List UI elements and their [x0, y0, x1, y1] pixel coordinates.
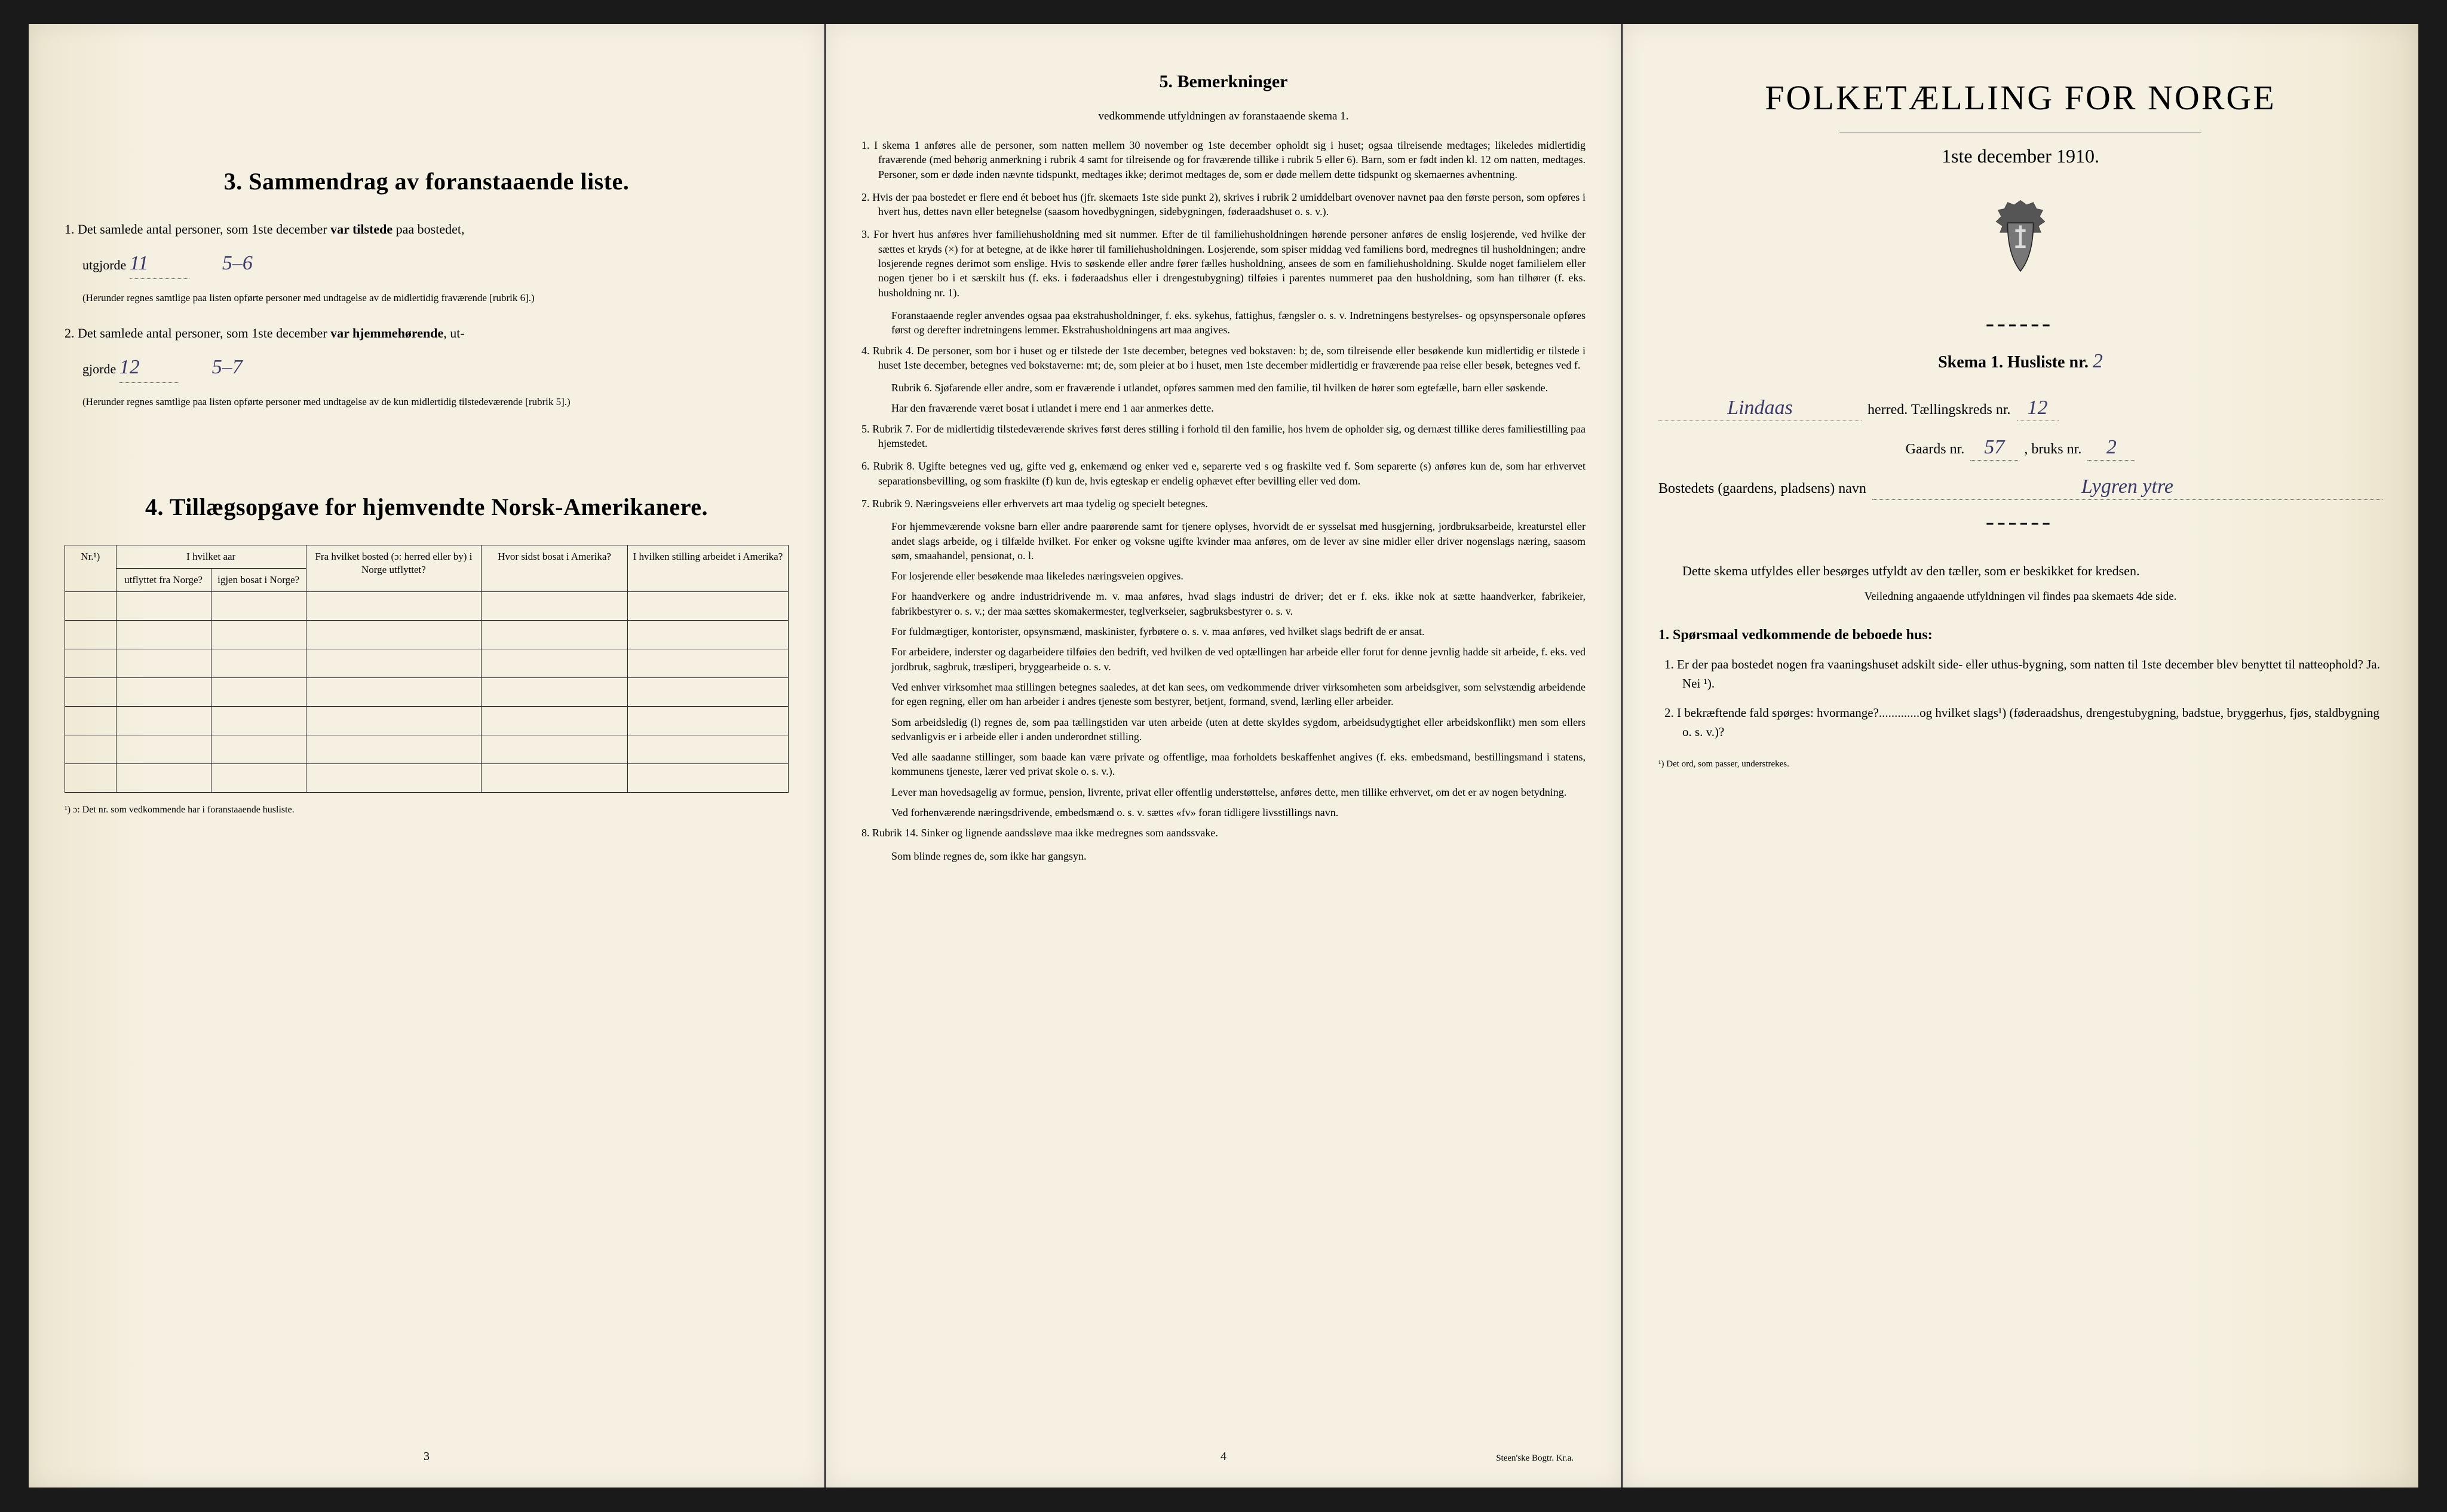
coat-of-arms-icon — [1658, 197, 2382, 284]
rule-5: 5. Rubrik 7. For de midlertidig tilstede… — [861, 422, 1586, 451]
rule-4: 4. Rubrik 4. De personer, som bor i huse… — [861, 344, 1586, 373]
paren-2: (Herunder regnes samtlige paa listen opf… — [65, 395, 789, 409]
rule-7b: For losjerende eller besøkende maa likel… — [861, 569, 1586, 583]
table-row — [65, 706, 789, 735]
ornament: ━━━━━━ — [1658, 320, 2382, 332]
table-footnote: ¹) ɔ: Det nr. som vedkommende har i fora… — [65, 805, 789, 815]
handwritten-range-2: 5–7 — [212, 356, 243, 378]
table-body — [65, 591, 789, 792]
table-row — [65, 763, 789, 792]
rule-3b: Foranstaaende regler anvendes ogsaa paa … — [861, 308, 1586, 338]
section-5-subtitle: vedkommende utfyldningen av foranstaaend… — [861, 110, 1586, 123]
skema-line: Skema 1. Husliste nr. 2 — [1658, 350, 2382, 373]
page-1-cover: FOLKETÆLLING FOR NORGE 1ste december 191… — [1623, 24, 2418, 1488]
handwritten-kreds: 12 — [2017, 397, 2059, 421]
section-3-title: 3. Sammendrag av foranstaaende liste. — [65, 167, 789, 195]
rule-7g: Som arbeidsledig (l) regnes de, som paa … — [861, 715, 1586, 744]
rule-6: 6. Rubrik 8. Ugifte betegnes ved ug, gif… — [861, 459, 1586, 488]
table-row — [65, 735, 789, 763]
page-4-remarks: 5. Bemerkninger vedkommende utfyldningen… — [826, 24, 1621, 1488]
th-utflyttet: utflyttet fra Norge? — [116, 568, 211, 591]
question-2: 2. I bekræftende fald spørges: hvormange… — [1658, 704, 2382, 741]
handwritten-gaards: 57 — [1970, 436, 2018, 461]
herred-line: Lindaas herred. Tællingskreds nr. 12 — [1658, 397, 2382, 421]
census-main-title: FOLKETÆLLING FOR NORGE — [1658, 78, 2382, 118]
census-date: 1ste december 1910. — [1658, 145, 2382, 167]
gjorde-2: gjorde 12 5–7 — [65, 352, 789, 383]
handwritten-count-1: 11 — [130, 248, 189, 279]
rule-8b: Som blinde regnes de, som ikke har gangs… — [861, 849, 1586, 863]
rule-3: 3. For hvert hus anføres hver familiehus… — [861, 227, 1586, 299]
handwritten-bosted: Lygren ytre — [1872, 476, 2382, 500]
th-aar: I hvilket aar — [116, 545, 306, 568]
rule-1: 1. I skema 1 anføres alle de personer, s… — [861, 138, 1586, 182]
utgjorde-1: utgjorde 11 5–6 — [65, 248, 789, 279]
census-document: 3. Sammendrag av foranstaaende liste. 1.… — [29, 24, 2418, 1488]
th-stilling: I hvilken stilling arbeidet i Amerika? — [627, 545, 788, 591]
gaards-line: Gaards nr. 57 , bruks nr. 2 — [1658, 436, 2382, 461]
rule-7a: For hjemmeværende voksne barn eller andr… — [861, 519, 1586, 563]
table-row — [65, 591, 789, 620]
section-5-title: 5. Bemerkninger — [861, 72, 1586, 92]
th-bosted: Fra hvilket bosted (ɔ: herred eller by) … — [306, 545, 482, 591]
rule-7j: Ved forhenværende næringsdrivende, embed… — [861, 805, 1586, 820]
rule-4b: Rubrik 6. Sjøfarende eller andre, som er… — [861, 381, 1586, 395]
item-2: 2. Det samlede antal personer, som 1ste … — [65, 323, 789, 343]
question-1: 1. Er der paa bostedet nogen fra vaaning… — [1658, 655, 2382, 693]
rule-4c: Har den fraværende været bosat i utlande… — [861, 401, 1586, 415]
table-row — [65, 677, 789, 706]
question-heading: 1. Spørsmaal vedkommende de beboede hus: — [1658, 627, 2382, 643]
table-row — [65, 649, 789, 677]
emigrant-table: Nr.¹) I hvilket aar Fra hvilket bosted (… — [65, 545, 789, 793]
section-4-title: 4. Tillægsopgave for hjemvendte Norsk-Am… — [65, 493, 789, 521]
paren-1: (Herunder regnes samtlige paa listen opf… — [65, 291, 789, 305]
handwritten-count-2: 12 — [119, 352, 179, 383]
ornament: ━━━━━━ — [1658, 518, 2382, 530]
item-1: 1. Det samlede antal personer, som 1ste … — [65, 219, 789, 239]
instruction-1: Dette skema utfyldes eller besørges utfy… — [1658, 560, 2382, 581]
handwritten-bruks: 2 — [2087, 436, 2135, 461]
th-igjen: igjen bosat i Norge? — [211, 568, 306, 591]
rule-2: 2. Hvis der paa bostedet er flere end ét… — [861, 190, 1586, 219]
page-3-summary: 3. Sammendrag av foranstaaende liste. 1.… — [29, 24, 824, 1488]
rule-7c: For haandverkere og andre industridriven… — [861, 589, 1586, 618]
rule-7h: Ved alle saadanne stillinger, som baade … — [861, 750, 1586, 779]
th-sidst: Hvor sidst bosat i Amerika? — [482, 545, 628, 591]
rule-7: 7. Rubrik 9. Næringsveiens eller erhverv… — [861, 496, 1586, 511]
rule-7e: For arbeidere, inderster og dagarbeidere… — [861, 645, 1586, 674]
printer-mark: Steen'ske Bogtr. Kr.a. — [1496, 1453, 1574, 1464]
table-row — [65, 620, 789, 649]
page-number: 3 — [424, 1450, 430, 1464]
handwritten-range-1: 5–6 — [222, 252, 253, 274]
th-nr: Nr.¹) — [65, 545, 116, 591]
instruction-2: Veiledning angaaende utfyldningen vil fi… — [1658, 590, 2382, 603]
rule-8: 8. Rubrik 14. Sinker og lignende aandssl… — [861, 826, 1586, 840]
footnote: ¹) Det ord, som passer, understrekes. — [1658, 759, 2382, 769]
rule-7f: Ved enhver virksomhet maa stillingen bet… — [861, 680, 1586, 709]
handwritten-herred: Lindaas — [1658, 397, 1862, 421]
handwritten-husliste-nr: 2 — [2093, 350, 2103, 372]
bosted-line: Bostedets (gaardens, pladsens) navn Lygr… — [1658, 476, 2382, 500]
rule-7i: Lever man hovedsagelig av formue, pensio… — [861, 785, 1586, 799]
page-number: 4 — [1221, 1450, 1226, 1464]
rule-7d: For fuldmægtiger, kontorister, opsynsmæn… — [861, 624, 1586, 639]
